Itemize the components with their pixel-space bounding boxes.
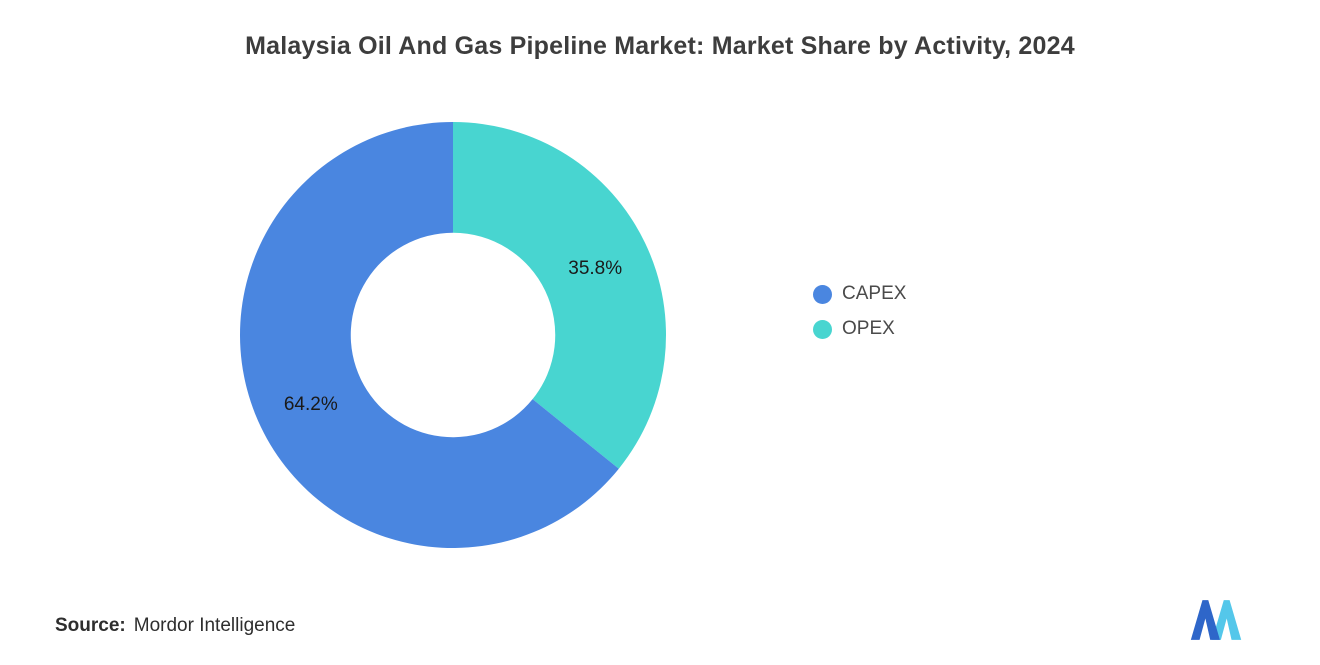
legend-label-capex: CAPEX bbox=[842, 283, 907, 304]
source-label: Source: bbox=[55, 615, 126, 636]
source-line: Source: Mordor Intelligence bbox=[55, 615, 295, 637]
source-value: Mordor Intelligence bbox=[133, 615, 296, 636]
legend-swatch-opex bbox=[813, 319, 832, 339]
logo-peak-right bbox=[1212, 600, 1242, 640]
legend: CAPEX OPEX bbox=[813, 283, 906, 340]
donut-slice-opex bbox=[453, 122, 667, 469]
legend-swatch-capex bbox=[813, 284, 832, 304]
chart-title: Malaysia Oil And Gas Pipeline Market: Ma… bbox=[245, 32, 1075, 60]
slice-label-opex: 35.8% bbox=[568, 258, 622, 279]
legend-label-opex: OPEX bbox=[842, 318, 895, 339]
donut-slice-capex bbox=[240, 122, 619, 548]
logo-peak-left bbox=[1190, 600, 1220, 640]
legend-item-opex: OPEX bbox=[813, 318, 906, 340]
legend-item-capex: CAPEX bbox=[813, 283, 906, 305]
slice-label-capex: 64.2% bbox=[284, 394, 338, 415]
mordor-intelligence-logo bbox=[1190, 600, 1242, 640]
donut-chart: 35.8% 64.2% bbox=[240, 122, 667, 548]
